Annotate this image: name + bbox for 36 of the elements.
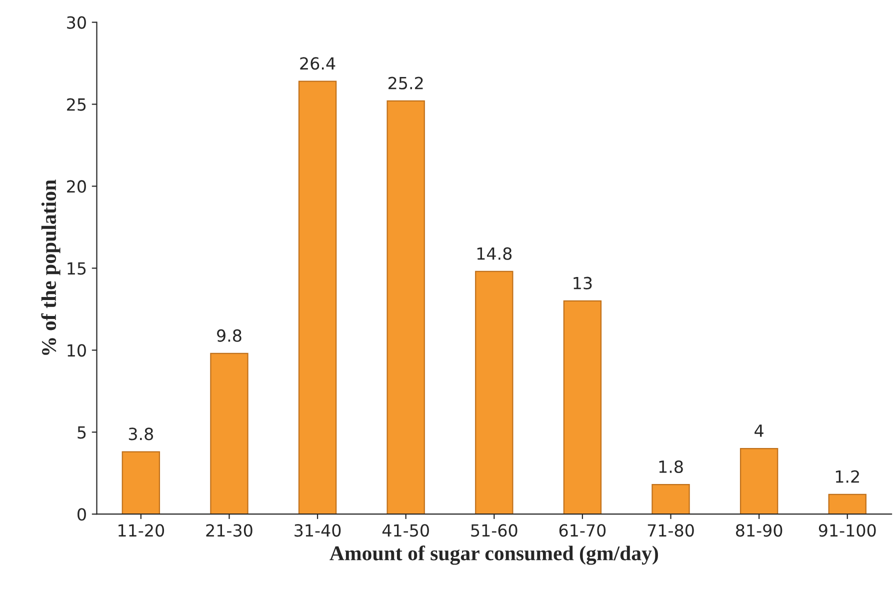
y-tick-label: 10 [68, 344, 86, 357]
x-tick-label: 71-80 [648, 524, 694, 537]
data-label: 25.2 [388, 76, 423, 90]
y-tick-label: 15 [68, 262, 86, 275]
data-label: 1.2 [836, 470, 859, 483]
x-tick-label: 81-90 [736, 524, 782, 537]
x-tick-label: 31-40 [294, 524, 341, 537]
data-label: 14.8 [477, 247, 512, 260]
bar [475, 270, 514, 514]
data-label: 26.4 [300, 57, 336, 70]
data-label: 4 [754, 424, 764, 437]
y-tick-label: 30 [67, 16, 86, 29]
data-label: 9.8 [217, 329, 242, 342]
bar [122, 451, 160, 514]
y-tick-label: 5 [78, 426, 86, 439]
data-label: 13 [574, 276, 592, 290]
bar [298, 80, 337, 514]
y-axis-title: % of the population [41, 180, 60, 355]
x-axis-title: Amount of sugar consumed (gm/day) [330, 546, 658, 565]
bar [828, 494, 866, 514]
bar [210, 352, 248, 514]
x-tick-label: 91-100 [818, 524, 876, 537]
bar [386, 100, 425, 514]
x-tick-label: 61-70 [559, 524, 606, 537]
bar [563, 300, 602, 514]
y-tick-label: 0 [78, 508, 86, 521]
y-tick-label: 20 [67, 180, 86, 193]
x-tick-label: 51-60 [471, 524, 518, 537]
x-tick-label: 21-30 [206, 524, 252, 537]
bar [740, 448, 778, 514]
data-label: 1.8 [659, 460, 683, 474]
data-label: 3.8 [128, 428, 154, 440]
bar [652, 484, 690, 514]
x-tick-label: 11-20 [118, 524, 164, 537]
x-tick-label: 41-50 [382, 524, 429, 537]
y-tick-label: 25 [67, 98, 86, 111]
